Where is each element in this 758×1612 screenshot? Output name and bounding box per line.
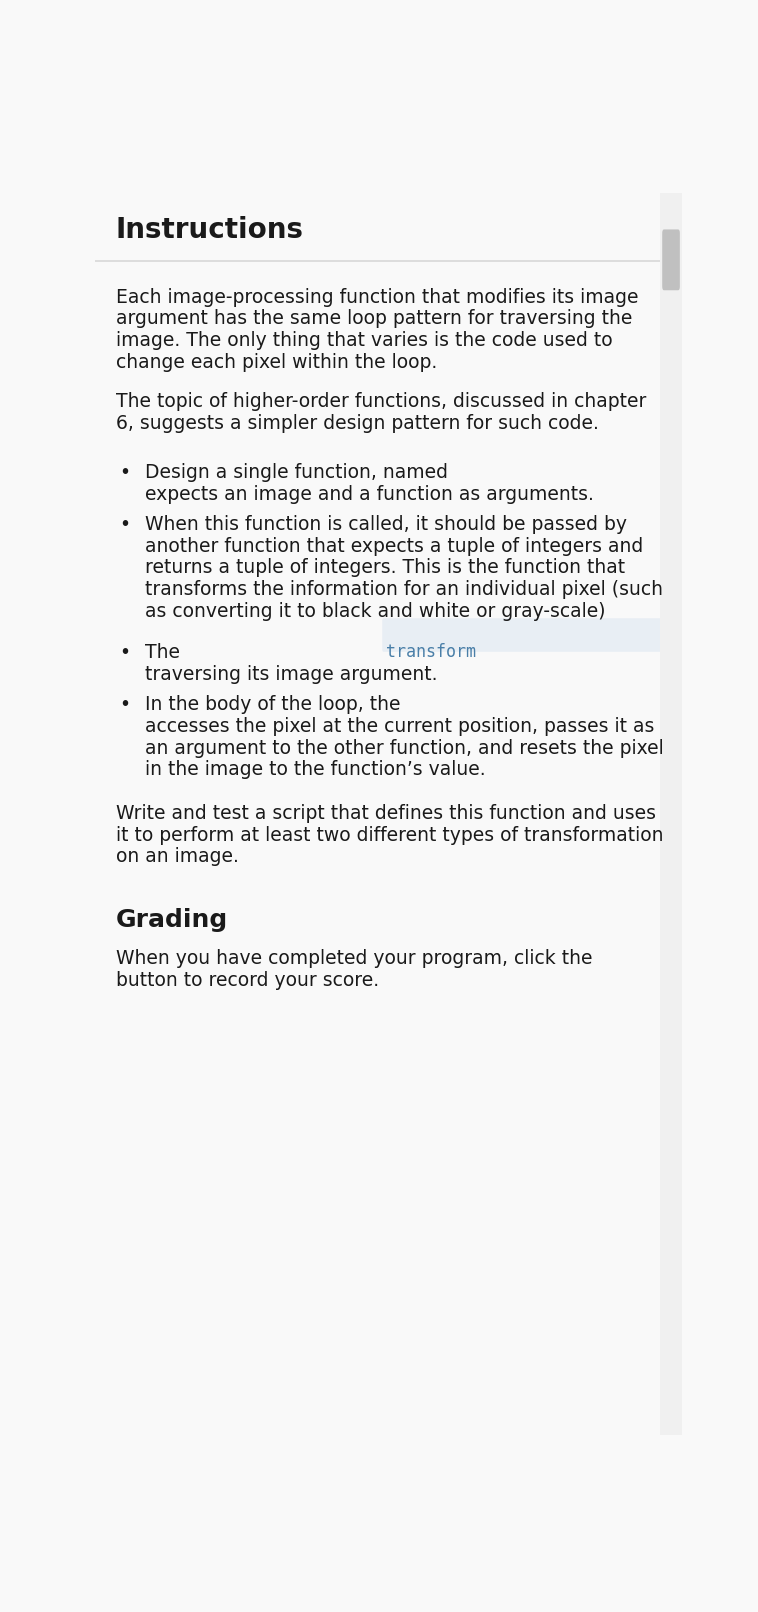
Text: traversing its image argument.: traversing its image argument. [145, 664, 437, 683]
Text: in the image to the function’s value.: in the image to the function’s value. [145, 761, 485, 779]
Text: Design a single function, named: Design a single function, named [145, 463, 454, 482]
Text: as converting it to black and white or gray-scale): as converting it to black and white or g… [145, 601, 605, 621]
Text: another function that expects a tuple of integers and: another function that expects a tuple of… [145, 537, 643, 556]
Text: change each pixel within the loop.: change each pixel within the loop. [116, 353, 437, 372]
Text: button to record your score.: button to record your score. [116, 970, 379, 990]
Text: The topic of higher-order functions, discussed in chapter: The topic of higher-order functions, dis… [116, 392, 647, 411]
Text: accesses the pixel at the current position, passes it as: accesses the pixel at the current positi… [145, 717, 654, 737]
Text: In the body of the loop, the: In the body of the loop, the [145, 695, 406, 714]
Text: The: The [145, 643, 186, 663]
Text: •: • [120, 643, 130, 663]
Text: •: • [120, 463, 130, 482]
Text: Write and test a script that defines this function and uses: Write and test a script that defines thi… [116, 804, 656, 822]
Text: argument has the same loop pattern for traversing the: argument has the same loop pattern for t… [116, 310, 632, 329]
Text: 6, suggests a simpler design pattern for such code.: 6, suggests a simpler design pattern for… [116, 414, 599, 432]
Text: When this function is called, it should be passed by: When this function is called, it should … [145, 514, 627, 534]
Text: expects an image and a function as arguments.: expects an image and a function as argum… [145, 485, 594, 503]
Text: Grading: Grading [116, 908, 228, 932]
FancyBboxPatch shape [95, 193, 682, 248]
Text: When you have completed your program, click the: When you have completed your program, cl… [116, 949, 598, 969]
Text: transforms the information for an individual pixel (such: transforms the information for an indivi… [145, 580, 662, 600]
Text: Instructions: Instructions [116, 216, 304, 243]
FancyBboxPatch shape [662, 229, 680, 290]
Text: it to perform at least two different types of transformation: it to perform at least two different typ… [116, 825, 663, 845]
Text: transform: transform [386, 643, 476, 661]
Text: an argument to the other function, and resets the pixel: an argument to the other function, and r… [145, 738, 663, 758]
Text: Each image-processing function that modifies its image: Each image-processing function that modi… [116, 289, 638, 306]
Text: on an image.: on an image. [116, 848, 239, 866]
Text: •: • [120, 514, 130, 534]
Text: image. The only thing that varies is the code used to: image. The only thing that varies is the… [116, 330, 612, 350]
FancyBboxPatch shape [382, 619, 758, 651]
FancyBboxPatch shape [660, 193, 682, 1435]
Text: returns a tuple of integers. This is the function that: returns a tuple of integers. This is the… [145, 558, 625, 577]
Text: •: • [120, 695, 130, 714]
